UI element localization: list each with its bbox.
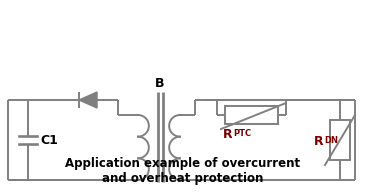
Bar [225, 106, 278, 124]
Text: R: R [223, 128, 233, 141]
Polygon shape [79, 92, 97, 108]
Text: B: B [155, 77, 165, 90]
Text: R: R [314, 135, 324, 148]
Bar [330, 120, 350, 160]
Text: Application example of overcurrent
and overheat protection: Application example of overcurrent and o… [65, 157, 301, 185]
Text: DN: DN [324, 136, 338, 145]
Text: PTC: PTC [233, 129, 251, 138]
Text: C1: C1 [40, 134, 58, 146]
